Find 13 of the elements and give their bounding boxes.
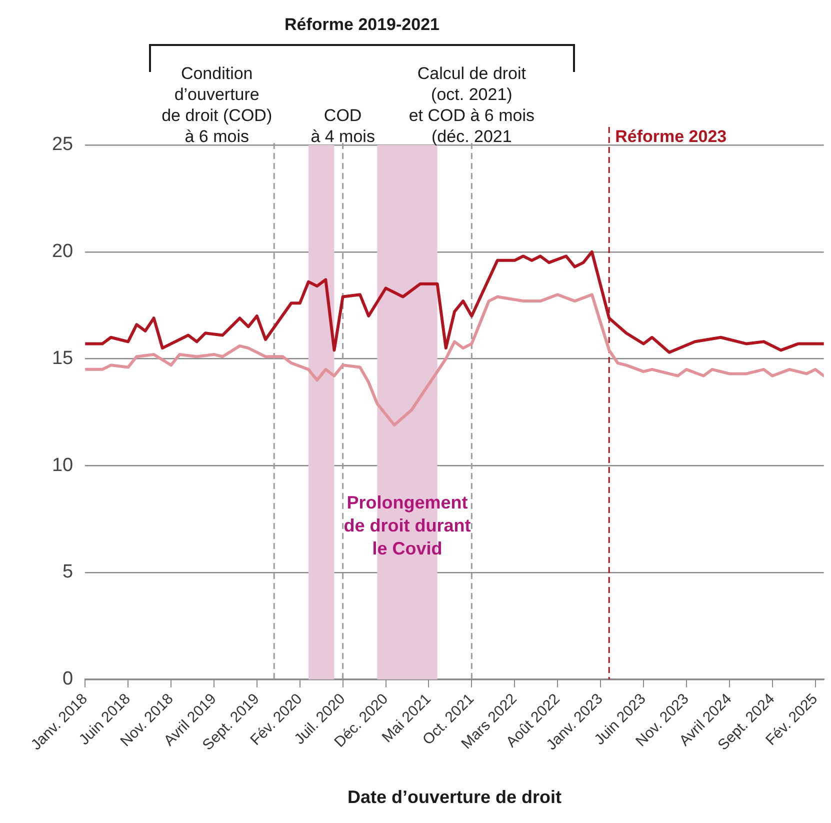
ref-line-label: Calcul de droit (oct. 2021) et COD à 6 mois (déc. 2021 <box>408 64 534 146</box>
y-tick-label: 10 <box>52 454 74 476</box>
text: Réforme 2019-2021 <box>284 15 440 34</box>
x-axis-title: Date d’ouverture de droit <box>347 787 562 808</box>
y-tick-label: 5 <box>62 562 74 583</box>
ref-line-label: Réforme 2023 <box>615 127 727 146</box>
band-label: Prolongement de droit durant le Covid <box>344 492 471 558</box>
y-tick-label: 0 <box>62 668 74 690</box>
ref-line-label: Condition d’ouverture de droit (COD) à 6 mois <box>162 64 272 146</box>
y-tick-label: 15 <box>52 348 74 369</box>
y-tick-label: 20 <box>52 241 74 262</box>
y-tick-label: 25 <box>52 134 74 156</box>
ref-line-label: COD à 4 mois <box>310 106 375 146</box>
